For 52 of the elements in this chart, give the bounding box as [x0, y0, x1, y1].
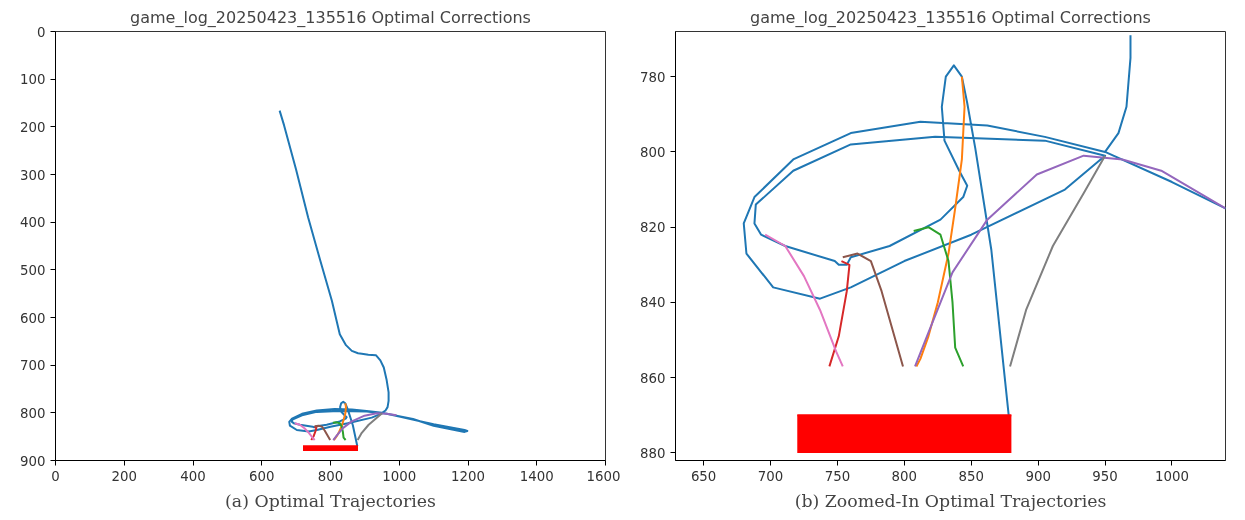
y-tick-label: 840 [640, 295, 666, 311]
line-series [841, 252, 904, 368]
line-series [313, 424, 332, 441]
line-series [915, 75, 966, 368]
x-tick-label: 700 [757, 468, 784, 484]
x-tick-label: 900 [1025, 468, 1051, 484]
y-tick-label: 300 [20, 167, 46, 183]
x-tick-label: 1600 [586, 468, 621, 484]
line-series [742, 34, 1226, 417]
x-tick-label: 0 [51, 468, 60, 484]
y-tick-label: 100 [20, 72, 46, 88]
x-tick-label: 600 [249, 468, 275, 484]
x-tick-label: 1200 [451, 468, 485, 484]
x-tick-label: 750 [824, 468, 851, 484]
y-tick-label: 900 [20, 453, 46, 469]
x-tick-label: 650 [690, 468, 717, 484]
line-series [332, 412, 398, 441]
line-series [914, 154, 1226, 368]
y-tick-label: 800 [20, 405, 46, 421]
y-tick-label: 700 [20, 358, 46, 374]
line-series [293, 422, 316, 441]
y-tick-label: 200 [20, 119, 46, 135]
x-tick-label: 950 [1092, 468, 1118, 484]
x-tick-label: 1400 [519, 468, 554, 484]
y-tick-label: 860 [640, 370, 666, 386]
y-tick-label: 0 [37, 24, 46, 40]
y-tick-label: 780 [640, 69, 666, 85]
y-tick-label: 820 [640, 220, 666, 236]
text: (a) Optimal Trajectories [225, 490, 436, 511]
y-tick-label: 400 [20, 215, 46, 231]
y-tick-label: 880 [640, 445, 666, 461]
line-series [356, 412, 384, 441]
x-tick-label: 800 [317, 468, 344, 484]
line-series [278, 109, 469, 448]
x-tick-label: 800 [891, 468, 918, 484]
line-series [1009, 154, 1107, 368]
y-tick-label: 500 [20, 262, 46, 278]
line-series [912, 226, 965, 368]
line-series [332, 402, 347, 441]
line-series [828, 260, 851, 368]
y-tick-label: 800 [640, 144, 666, 160]
x-tick-label: 200 [111, 468, 137, 484]
x-tick-label: 1000 [382, 468, 417, 484]
line-series [331, 421, 347, 441]
chart-title: game_log_20250423_135516 Optimal Corrections [750, 7, 1151, 28]
line-series [764, 233, 844, 368]
x-tick-label: 1000 [1155, 468, 1189, 484]
x-tick-label: 400 [180, 468, 206, 484]
text: (b) Zoomed-In Optimal Trajectories [794, 490, 1107, 511]
chart-title: game_log_20250423_135516 Optimal Corrections [130, 7, 531, 28]
y-tick-label: 600 [20, 310, 46, 326]
x-tick-label: 850 [958, 468, 984, 484]
